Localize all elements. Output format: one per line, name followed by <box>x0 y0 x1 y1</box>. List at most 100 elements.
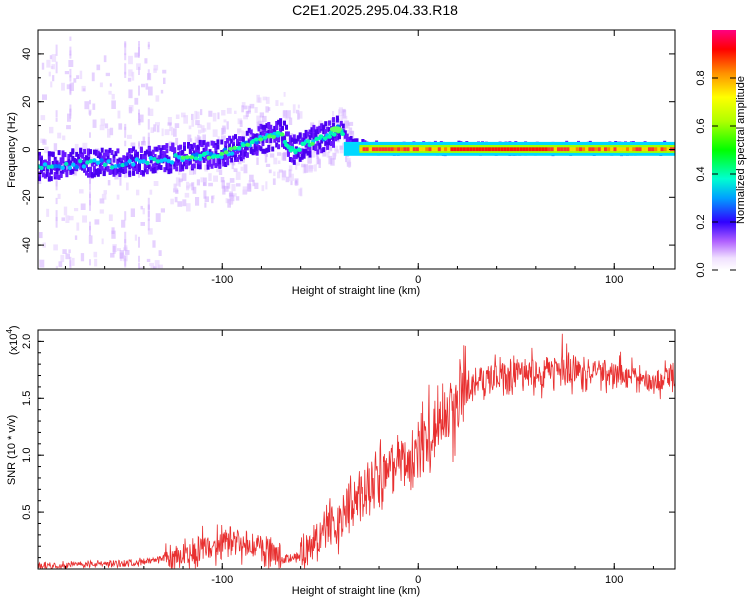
spectrogram-noise-cell <box>221 135 226 140</box>
spectrogram-noise-cell <box>191 113 194 120</box>
spectrogram-noise-cell <box>111 100 116 109</box>
spectrogram-band-cell <box>51 161 55 166</box>
spectrogram-noise-cell <box>127 134 132 139</box>
spectrogram-streak-cell <box>147 119 150 130</box>
spectrogram-noise-cell <box>94 219 100 225</box>
x-tick-label: 0 <box>415 574 421 586</box>
spectrogram-core-cell <box>81 164 87 169</box>
snr-scale-note: (x104) <box>5 325 20 355</box>
spectrogram-noise-cell <box>330 158 335 166</box>
spectrogram-noise-cell <box>342 109 347 119</box>
spectrogram-noise-cell <box>114 174 119 180</box>
spectrogram-band-cell <box>163 167 167 173</box>
snr-frame <box>37 329 676 570</box>
spectrogram-band-cell <box>100 165 104 171</box>
spectrogram-band-cell <box>47 161 51 167</box>
spectrogram-band-cell <box>332 136 335 142</box>
spectrogram-band-cell <box>302 138 306 143</box>
spectrogram-band-cell <box>167 165 171 171</box>
spectrogram-noise-cell <box>206 122 211 130</box>
spectrogram-band-cell <box>328 120 332 126</box>
spectrogram-band-cell <box>241 154 245 160</box>
spectrogram-noise-cell <box>49 126 54 134</box>
spectrogram-noise-cell <box>108 214 113 221</box>
spectrogram-noise-cell <box>136 63 141 70</box>
spectrogram-ridge-cell <box>569 147 573 152</box>
spectrogram-noise-cell <box>336 118 340 128</box>
spectrogram-core-cell <box>228 146 233 151</box>
spectrogram-core-cell <box>189 155 195 160</box>
spectrogram-band-cell <box>302 153 306 159</box>
spectrogram-band-cell <box>267 124 271 130</box>
spectrogram-band-cell <box>177 152 181 157</box>
spectrogram-noise-cell <box>194 139 199 144</box>
snr-y-ticks: 0.5 1.0 1.5 2.0 <box>21 334 675 559</box>
spectrogram-band-cell <box>351 138 355 144</box>
spectrogram-noise-cell <box>216 163 220 173</box>
spectrogram-streak-cell <box>138 66 140 75</box>
spectrogram-band-cell <box>206 141 210 147</box>
spectrogram-band-cell <box>212 141 216 147</box>
colorbar-tick-label: 0.4 <box>695 166 707 181</box>
spectrogram-band-cell <box>237 136 241 142</box>
spectrogram-noise-cell <box>152 240 156 248</box>
spectrogram-band-cell <box>81 161 85 167</box>
spectrogram-band-cell <box>165 143 169 149</box>
spectrogram-band-cell <box>181 150 185 155</box>
spectrogram-noise-cell <box>217 112 220 120</box>
spectrogram-noise-cell <box>55 265 58 269</box>
spectrogram-band-cell <box>267 147 271 153</box>
spectrogram-core-cell <box>262 135 268 140</box>
spectrogram-band-cell <box>47 151 51 157</box>
spectrogram-band-cell <box>214 150 218 156</box>
spectrogram-band-cell <box>255 146 259 152</box>
spectrogram-noise-cell <box>96 64 101 71</box>
spectrogram-noise-cell <box>39 232 43 239</box>
snr-x-axis-label: Height of straight line (km) <box>292 585 420 597</box>
spectrogram-band-cell <box>200 142 204 148</box>
spectrogram-streak-cell <box>124 71 127 78</box>
spectrogram-core-cell <box>275 130 281 135</box>
spectrogram-noise-cell <box>295 180 298 184</box>
spectrogram-band-cell <box>214 145 218 151</box>
spectrogram-band-cell <box>312 132 316 138</box>
y-tick-label: -40 <box>21 237 33 253</box>
spectrogram-noise-cell <box>289 173 294 181</box>
chart-title: C2E1.2025.295.04.33.R18 <box>292 2 458 18</box>
spectrogram-noise-cell <box>66 84 70 90</box>
y-tick-label: 40 <box>21 48 33 60</box>
spectrogram-noise-cell <box>104 123 109 129</box>
spectrogram-band-cell <box>67 159 71 165</box>
spectrogram-core-cell <box>236 145 242 150</box>
spectrogram-band-cell <box>216 157 220 163</box>
spectrogram-ridge-cell <box>425 147 429 152</box>
spectrogram-band-cell <box>192 142 196 148</box>
spectrogram-streak-cell <box>124 53 127 61</box>
spectrogram-streak-cell <box>124 239 127 251</box>
spectrogram-noise-cell <box>163 77 166 84</box>
spectrogram-band-cell <box>263 132 267 138</box>
spectrogram-band-cell <box>38 171 41 177</box>
snr-x-ticks: -100 0 100 <box>64 330 654 586</box>
spectrogram-band-cell <box>165 165 169 171</box>
spectrogram-band-cell <box>261 130 265 136</box>
spectrogram-noise-cell <box>79 189 84 194</box>
spectrogram-noise-cell <box>330 143 333 152</box>
spectrogram-band-cell <box>285 124 288 130</box>
spectrogram-core-cell <box>314 137 320 142</box>
spectrogram-streak-cell <box>55 44 58 56</box>
spectrogram-streak-cell <box>89 99 91 105</box>
spectrogram-band-cell <box>40 157 43 163</box>
spectrogram-band-cell <box>104 151 108 157</box>
y-tick-label: 2.0 <box>21 334 33 349</box>
spectrogram-noise-cell <box>142 136 146 143</box>
spectrogram-band-cell <box>345 133 349 139</box>
spectrogram-noise-cell <box>265 163 271 167</box>
spectrogram-band-cell <box>155 165 159 171</box>
spectrogram-band-cell <box>141 170 145 176</box>
spectrogram-noise-cell <box>139 114 144 123</box>
spectrogram-noise-cell <box>81 271 85 280</box>
spectrogram-core-cell <box>219 154 224 160</box>
spectrogram-band-cell <box>45 161 49 167</box>
spectrogram-band-cell <box>61 158 65 164</box>
